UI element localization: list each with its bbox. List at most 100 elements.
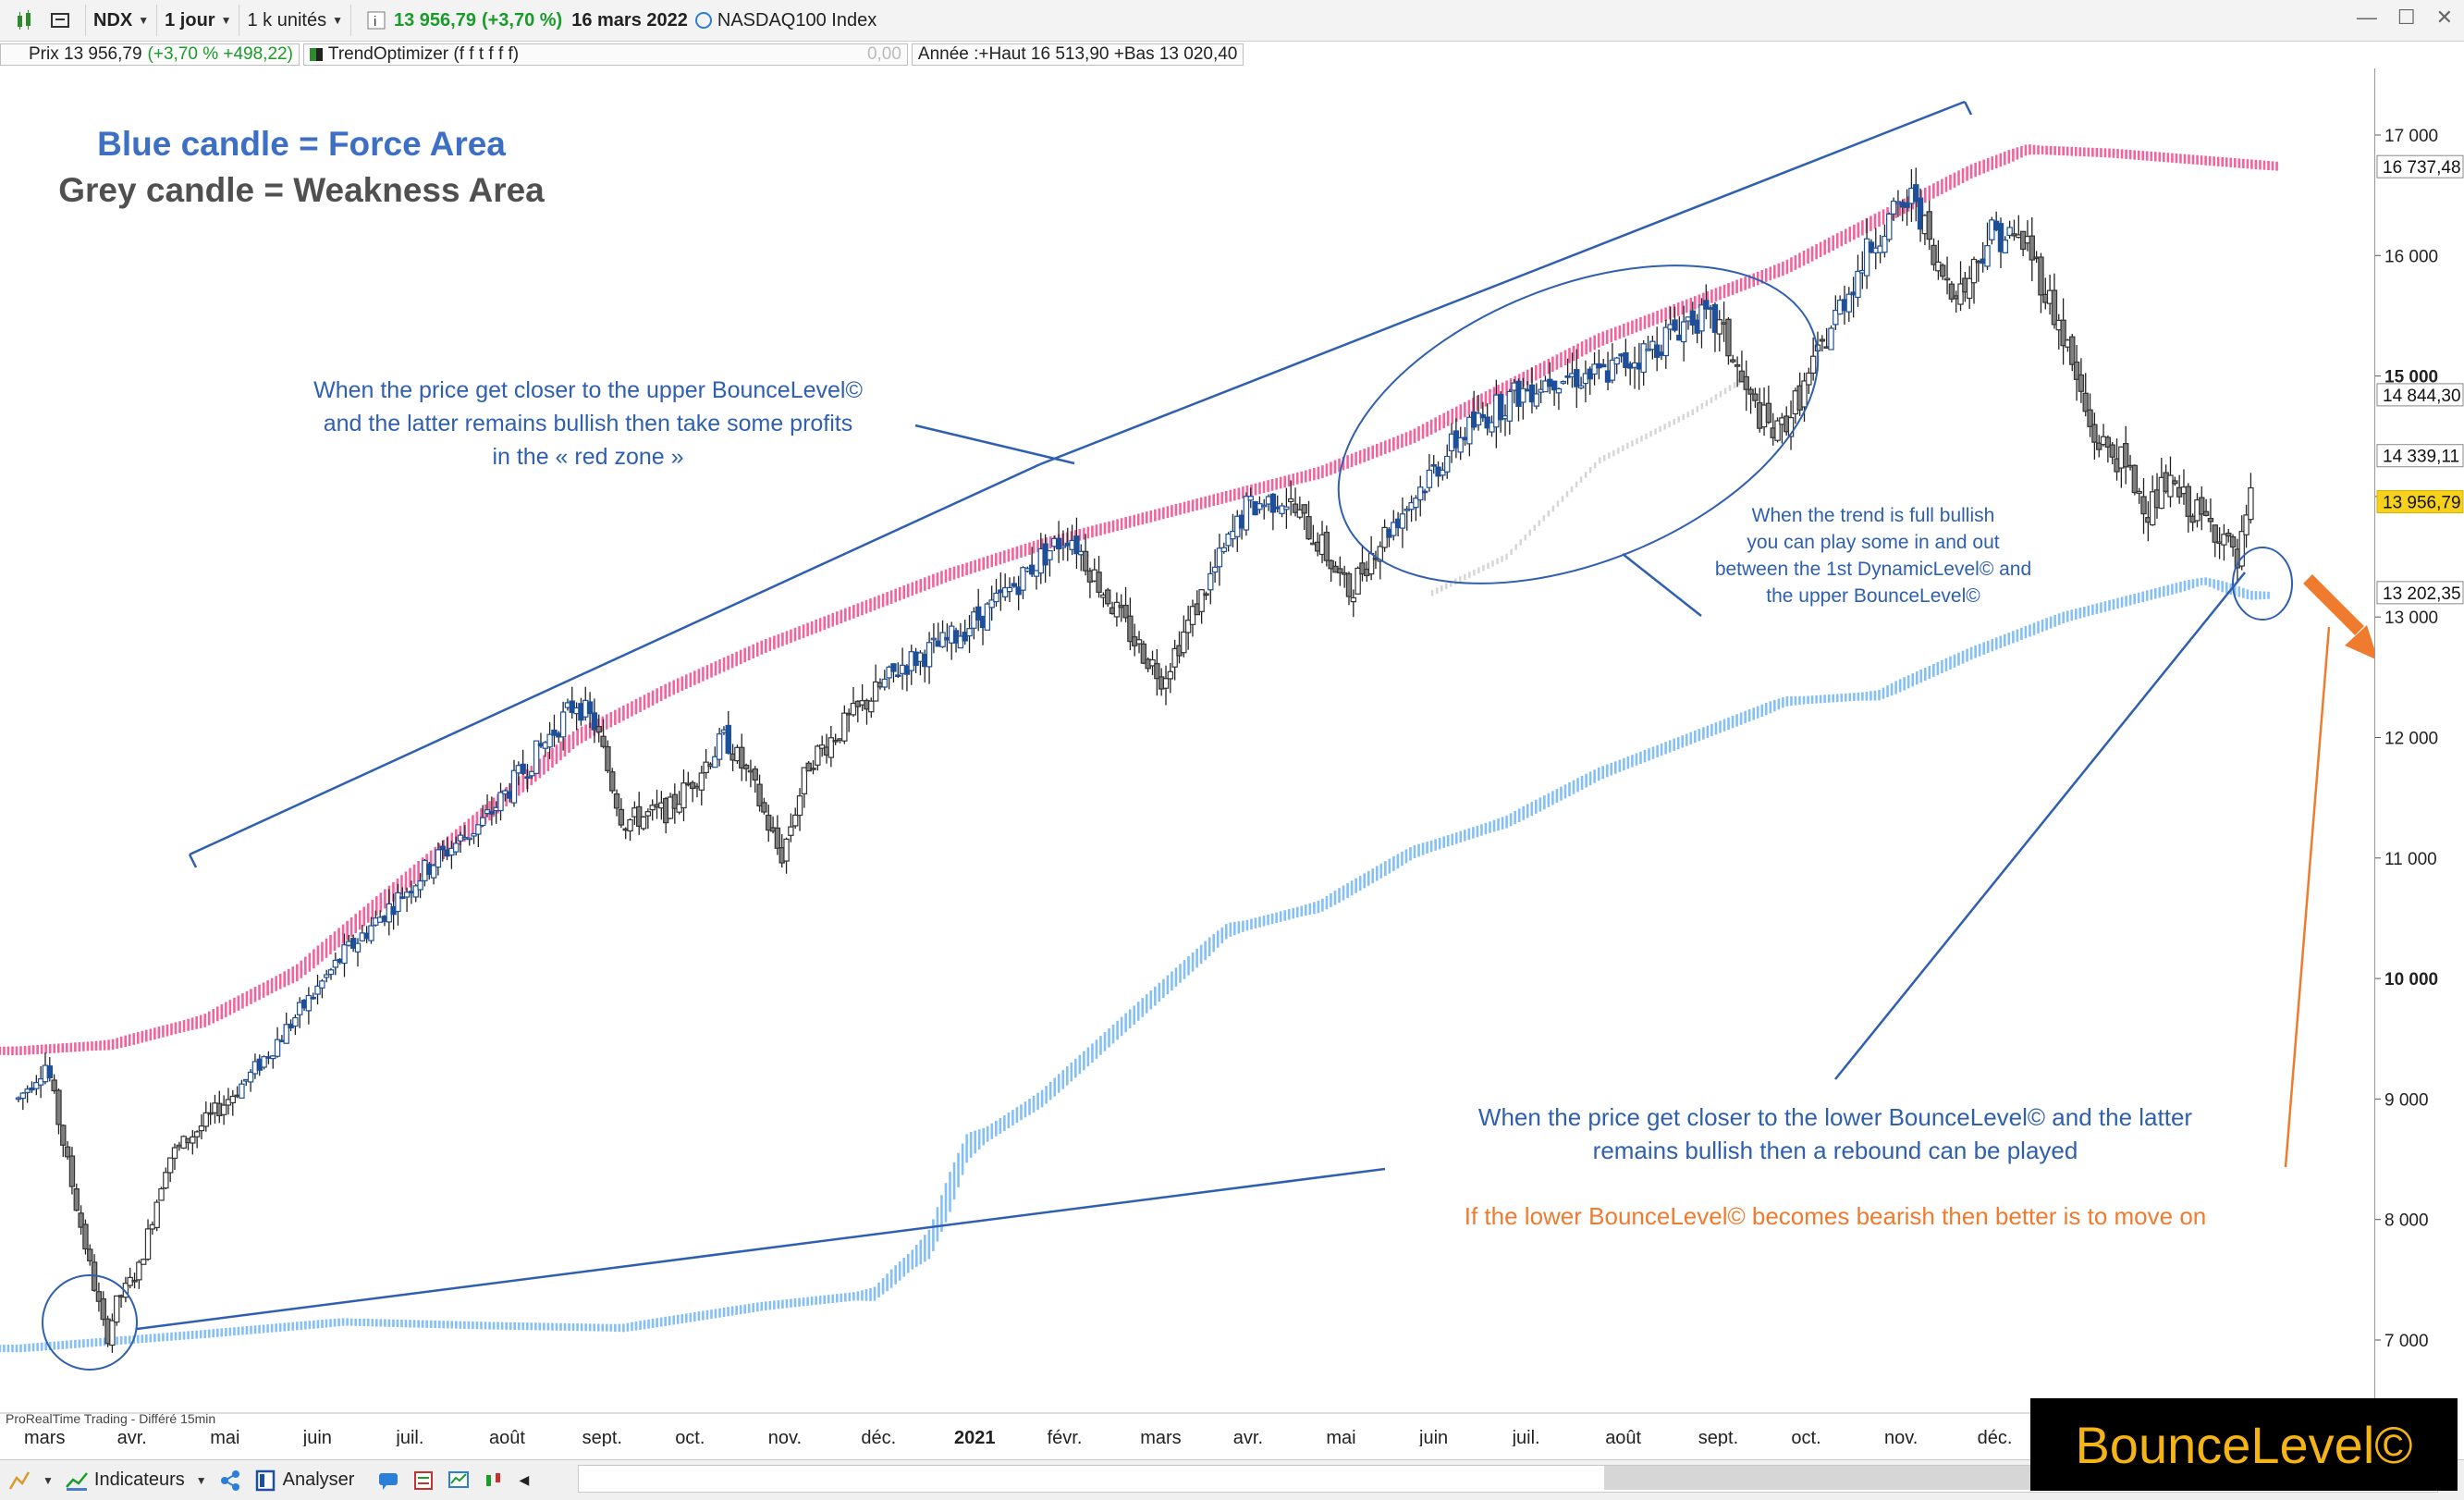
screener-icon[interactable] xyxy=(447,1469,471,1493)
period-select[interactable]: 1 jour ▼ xyxy=(157,5,240,36)
force-candle xyxy=(546,733,553,748)
force-candle xyxy=(1828,327,1834,350)
upper-trend-line[interactable] xyxy=(189,462,1041,856)
force-candle xyxy=(332,959,339,968)
force-candle xyxy=(1591,363,1598,375)
force-candle xyxy=(368,925,374,941)
bullish-trend-ellipse[interactable] xyxy=(1293,203,1864,647)
maximize-icon[interactable]: ☐ xyxy=(2397,6,2416,29)
price-badge-label: 14 339,11 xyxy=(2383,448,2459,467)
weakness-candle xyxy=(1345,572,1353,597)
info-icon[interactable]: i xyxy=(364,8,388,32)
weakness-candle xyxy=(1288,498,1294,502)
weakness-candle xyxy=(2221,534,2227,546)
x-tick-label: oct. xyxy=(675,1428,705,1446)
candles-icon[interactable] xyxy=(482,1469,506,1493)
weakness-candle xyxy=(109,1320,116,1346)
price-info-box[interactable]: Prix 13 956,79 (+3,70 % +498,22) xyxy=(0,43,300,66)
weakness-candle xyxy=(1765,402,1772,424)
weakness-candle xyxy=(1819,338,1826,342)
trend-note-line-3: between the 1st DynamicLevel© and xyxy=(1715,559,2031,580)
force-candle xyxy=(466,837,472,841)
bouncelevel-logo: BounceLevel© xyxy=(2030,1398,2458,1491)
weakness-candle xyxy=(171,1147,178,1160)
chart-type-button[interactable] xyxy=(0,5,86,36)
force-candle xyxy=(533,740,540,774)
weakness-candle xyxy=(202,1112,210,1127)
weakness-candle xyxy=(1350,596,1357,603)
force-candle xyxy=(1225,533,1232,547)
weakness-candle xyxy=(2140,496,2147,515)
force-candle xyxy=(297,1002,303,1015)
chevron-down-icon: ▼ xyxy=(138,14,150,27)
force-candle xyxy=(1577,385,1585,389)
price-axis[interactable]: 7 000 8 000 9 000 10 000 11 000 12 000 13 000 1… xyxy=(2374,68,2464,1432)
force-candle xyxy=(1006,586,1013,593)
weakness-candle xyxy=(756,783,763,807)
x-tick-label: mars xyxy=(1140,1428,1181,1446)
weakness-candle xyxy=(796,795,803,817)
force-candle xyxy=(270,1055,276,1060)
weakness-candle xyxy=(144,1228,152,1260)
x-tick-label: déc. xyxy=(861,1428,896,1446)
force-candle xyxy=(341,944,348,965)
trend-optimizer-label: TrendOptimizer (f f t f f f) xyxy=(327,44,520,64)
chat-icon[interactable] xyxy=(376,1469,400,1493)
lower-trend-line[interactable] xyxy=(136,1167,1386,1331)
weakness-candle xyxy=(100,1297,106,1321)
weakness-candle xyxy=(1355,567,1361,595)
instrument-name: NASDAQ100 Index xyxy=(717,9,877,31)
weakness-candle xyxy=(95,1291,103,1302)
weakness-candle xyxy=(1198,589,1205,612)
upper-trend-tick-right xyxy=(1963,101,1973,116)
force-candle xyxy=(1220,547,1227,553)
force-candle xyxy=(725,724,731,755)
symbol-select[interactable]: NDX ▼ xyxy=(86,5,158,36)
weakness-candle xyxy=(739,746,745,769)
y-tick-label: 13 000 xyxy=(2384,609,2438,628)
weakness-candle xyxy=(1135,639,1143,645)
chart-canvas[interactable]: Blue candle = Force Area Grey candle = W… xyxy=(0,68,2464,1448)
weakness-candle xyxy=(153,1201,160,1228)
force-candle xyxy=(314,985,321,995)
march-2020-low-circle[interactable] xyxy=(42,1274,138,1371)
price-chart[interactable]: Blue candle = Force Area Grey candle = W… xyxy=(0,68,2464,1448)
force-candle xyxy=(1020,567,1026,591)
weakness-candle xyxy=(1730,359,1736,363)
drawing-tools-icon[interactable] xyxy=(7,1469,31,1493)
weakness-candle xyxy=(55,1089,62,1125)
force-candle xyxy=(1055,537,1062,550)
trend-optimizer-box[interactable]: TrendOptimizer (f f t f f f) 0,00 xyxy=(302,43,908,66)
x-tick-label: juin xyxy=(1418,1428,1448,1446)
current-touch-circle[interactable] xyxy=(2232,547,2293,621)
weakness-candle xyxy=(1122,604,1129,619)
analyze-button[interactable]: Analyser xyxy=(282,1469,355,1490)
chevron-down-icon[interactable]: ▼ xyxy=(195,1473,207,1487)
weakness-candle xyxy=(1301,504,1307,514)
weakness-candle xyxy=(51,1079,57,1092)
alerts-icon[interactable] xyxy=(411,1469,435,1493)
force-candle xyxy=(1060,545,1067,548)
force-candle xyxy=(966,628,973,637)
weakness-candle xyxy=(2122,443,2129,468)
x-tick-label: août xyxy=(489,1428,525,1446)
force-candle xyxy=(1886,213,1893,240)
force-candle xyxy=(323,974,330,978)
force-candle xyxy=(1479,413,1487,419)
minimize-icon[interactable]: — xyxy=(2356,6,2377,29)
share-icon[interactable] xyxy=(218,1469,242,1493)
weakness-candle xyxy=(766,814,772,831)
force-candle xyxy=(497,792,504,812)
close-icon[interactable]: ✕ xyxy=(2435,6,2453,29)
scroll-left-icon[interactable]: ◀ xyxy=(519,1472,530,1487)
units-select[interactable]: 1 k unités ▼ xyxy=(239,5,351,36)
x-tick-label: sept. xyxy=(1698,1428,1738,1446)
chevron-down-icon[interactable]: ▼ xyxy=(43,1473,54,1487)
upper-trend-line-ext[interactable] xyxy=(1039,100,1966,466)
last-price: 13 956,79 xyxy=(393,9,476,31)
indicators-button[interactable]: Indicateurs xyxy=(93,1469,185,1490)
weakness-candle xyxy=(1203,593,1209,596)
force-candle xyxy=(46,1065,54,1079)
logo-text: BounceLevel© xyxy=(2075,1415,2413,1474)
force-candle xyxy=(1440,469,1446,476)
